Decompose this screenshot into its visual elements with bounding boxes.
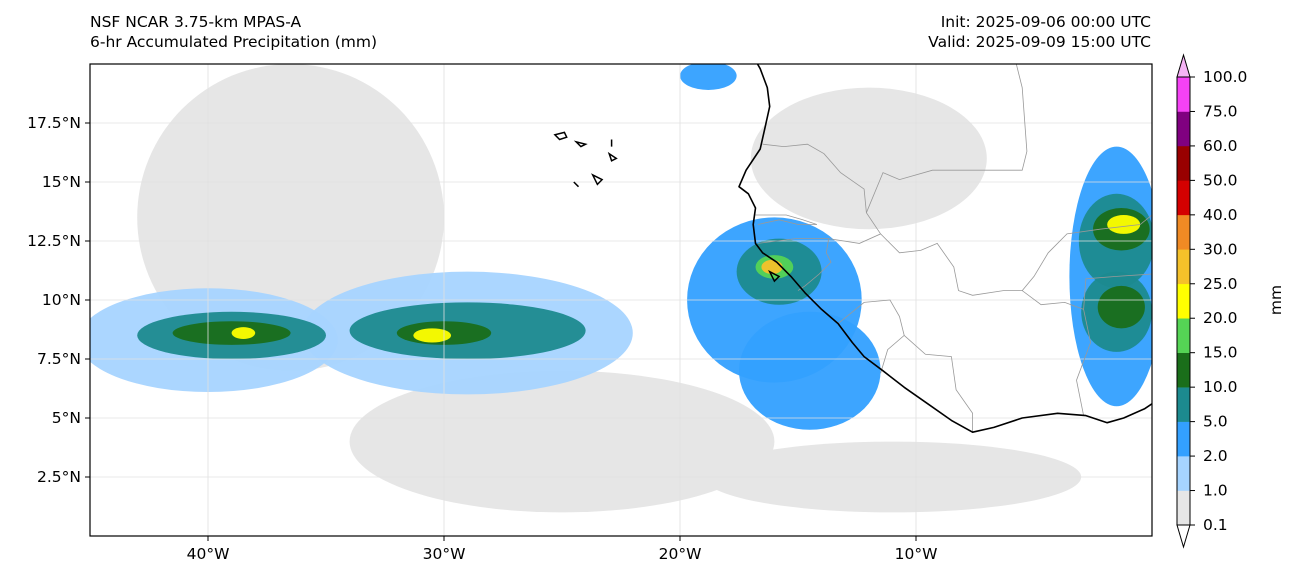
- model-name: NSF NCAR 3.75-km MPAS-A: [90, 13, 302, 31]
- map-title-block: NSF NCAR 3.75-km MPAS-A 6-hr Accumulated…: [90, 12, 377, 52]
- border-line-3: [797, 238, 832, 291]
- colorbar-segment-8: [1177, 214, 1190, 250]
- border-line-1: [757, 143, 882, 244]
- island-0: [553, 131, 568, 141]
- coastlines: [553, 64, 1152, 434]
- colorbar-level-label-12: 75.0: [1203, 102, 1238, 120]
- island-3: [607, 151, 618, 162]
- precip-area-18: [1097, 285, 1145, 329]
- island-6: [768, 270, 781, 283]
- lon-tick-label-0: 40°W: [187, 545, 230, 563]
- border-line-7: [880, 233, 1084, 310]
- colorbar-segment-11: [1177, 111, 1190, 147]
- colorbar-over-arrow: [1176, 53, 1191, 78]
- colorbar-level-label-3: 5.0: [1203, 413, 1228, 431]
- lat-tick-label-2: 7.5°N: [37, 350, 81, 368]
- colorbar-level-label-7: 25.0: [1203, 275, 1238, 293]
- lon-tick-label-1: 30°W: [423, 545, 466, 563]
- island-1: [573, 140, 588, 148]
- lon-tick-label-2: 20°W: [659, 545, 702, 563]
- map-area: [90, 0, 1152, 536]
- colorbar-level-label-5: 15.0: [1203, 344, 1238, 362]
- precipitation-field: [90, 64, 1152, 513]
- colorbar-segment-5: [1177, 318, 1190, 353]
- lat-tick-label-0: 2.5°N: [37, 468, 81, 486]
- west-africa-coastline: [738, 64, 1152, 434]
- colorbar-level-label-2: 2.0: [1203, 447, 1228, 465]
- border-line-6: [866, 64, 1028, 213]
- colorbar-level-label-6: 20.0: [1203, 309, 1238, 327]
- time-info-block: Init: 2025-09-06 00:00 UTC Valid: 2025-0…: [928, 12, 1151, 52]
- precip-area-1: [750, 87, 987, 230]
- lon-tick-label-3: 10°W: [895, 545, 938, 563]
- border-line-4: [837, 299, 905, 374]
- colorbar-level-label-4: 10.0: [1203, 378, 1238, 396]
- colorbar-segment-2: [1177, 421, 1190, 457]
- border-line-9: [1083, 273, 1152, 310]
- colorbar-level-label-9: 40.0: [1203, 206, 1238, 224]
- colorbar-level-label-0: 0.1: [1203, 516, 1228, 534]
- precip-area-7: [739, 311, 881, 430]
- country-borders: [751, 0, 1152, 433]
- border-line-0: [751, 0, 845, 33]
- longitude-ticks: 40°W 30°W 20°W 10°W: [187, 536, 938, 563]
- lat-tick-label-6: 17.5°N: [27, 114, 81, 132]
- colorbar-frame: [1176, 76, 1191, 526]
- lat-tick-label-4: 12.5°N: [27, 232, 81, 250]
- colorbar-level-label-10: 50.0: [1203, 171, 1238, 189]
- colorbar-segment-12: [1177, 77, 1190, 112]
- lat-tick-label-5: 15°N: [42, 173, 81, 191]
- precip-area-20: [413, 328, 452, 343]
- border-line-10: [1076, 309, 1092, 416]
- precip-area-21: [231, 327, 256, 339]
- precip-area-23: [761, 259, 783, 275]
- colorbar-segment-0: [1177, 490, 1190, 526]
- island-5: [573, 181, 580, 188]
- colorbar-segment-7: [1177, 249, 1190, 285]
- precip-area-2: [349, 370, 775, 513]
- border-line-8: [1021, 214, 1152, 291]
- latitude-ticks: 2.5°N 5°N 7.5°N 10°N 12.5°N 15°N 17.5°N: [27, 114, 90, 486]
- colorbar: 0.1 1.0 2.0 5.0 10.0 15.0 20.0 25.0 30.0 40.0 50.0…: [1176, 53, 1247, 549]
- precip-area-14: [680, 64, 737, 90]
- colorbar-under-arrow: [1176, 524, 1191, 549]
- colorbar-segment-4: [1177, 352, 1190, 388]
- border-line-2: [755, 214, 818, 225]
- colorbar-level-label-1: 1.0: [1203, 482, 1228, 500]
- valid-time: Valid: 2025-09-09 15:00 UTC: [928, 33, 1151, 51]
- colorbar-segment-6: [1177, 283, 1190, 319]
- colorbar-level-label-13: 100.0: [1203, 68, 1247, 86]
- colorbar-segment-1: [1177, 456, 1190, 491]
- field-name: 6-hr Accumulated Precipitation (mm): [90, 33, 377, 51]
- init-time: Init: 2025-09-06 00:00 UTC: [940, 13, 1151, 31]
- lat-tick-label-1: 5°N: [52, 409, 81, 427]
- colorbar-segment-3: [1177, 387, 1190, 422]
- border-line-5: [903, 335, 973, 433]
- graticule: [90, 64, 1152, 536]
- colorbar-segment-10: [1177, 145, 1190, 181]
- island-4: [591, 173, 604, 186]
- colorbar-level-label-11: 60.0: [1203, 137, 1238, 155]
- lat-tick-label-3: 10°N: [42, 291, 81, 309]
- colorbar-level-label-8: 30.0: [1203, 240, 1238, 258]
- colorbar-segment-9: [1177, 180, 1190, 216]
- colorbar-unit-label: mm: [1267, 285, 1285, 315]
- precip-area-22: [1107, 215, 1141, 234]
